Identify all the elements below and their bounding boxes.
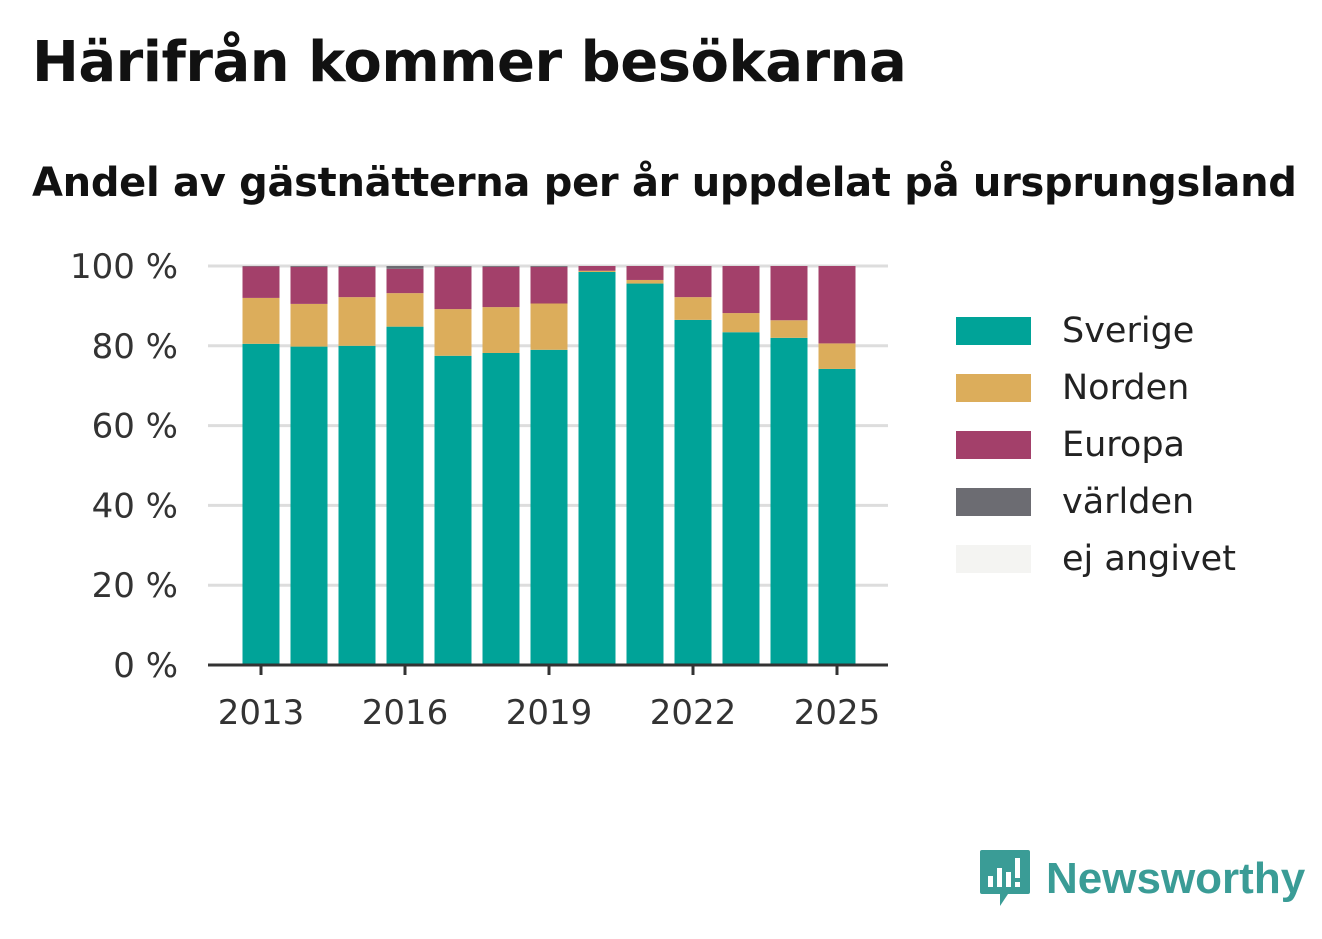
legend-swatch-ej-angivet xyxy=(956,544,1031,573)
legend-item-norden: Norden xyxy=(956,359,1236,416)
bar-Norden-2019 xyxy=(530,303,568,350)
bar-Europa-2019 xyxy=(530,266,568,304)
legend-item-ej-angivet: ej angivet xyxy=(956,530,1236,587)
bar-Norden-2014 xyxy=(290,303,328,347)
brand-name: Newsworthy xyxy=(1046,854,1306,903)
bars xyxy=(242,266,856,665)
y-tick-label: 100 % xyxy=(70,247,178,287)
chart-subtitle: Andel av gästnätterna per år uppdelat på… xyxy=(32,160,1297,206)
legend-swatch-norden xyxy=(956,373,1031,402)
x-tick-labels: 2013 2016 2019 2022 2025 xyxy=(218,693,881,733)
bar-Sverige-2014 xyxy=(290,346,328,665)
bar-Europa-2017 xyxy=(434,266,472,310)
bar-Sverige-2022 xyxy=(674,319,712,665)
bar-Norden-2018 xyxy=(482,307,520,353)
bar-Sverige-2018 xyxy=(482,352,520,665)
x-tick-label: 2025 xyxy=(794,693,881,733)
bar-Europa-2018 xyxy=(482,266,520,308)
legend-label: Europa xyxy=(1062,424,1185,465)
bar-Norden-2024 xyxy=(770,320,808,338)
bar-Europa-2022 xyxy=(674,266,712,298)
bar-Europa-2015 xyxy=(338,266,376,298)
bar-Sverige-2024 xyxy=(770,337,808,665)
bar-Norden-2022 xyxy=(674,297,712,320)
axes xyxy=(208,663,888,675)
bar-världen-2019 xyxy=(530,266,568,267)
legend-item-europa: Europa xyxy=(956,416,1236,473)
stacked-bar-chart: 0 % 20 % 40 % 60 % 80 % 100 % 2013 2016 2019 202… xyxy=(70,247,888,733)
bar-världen-2018 xyxy=(482,266,520,267)
legend-label: världen xyxy=(1062,481,1195,522)
bar-Norden-2016 xyxy=(386,293,424,327)
bar-Sverige-2017 xyxy=(434,355,472,665)
y-tick-label: 0 % xyxy=(113,646,178,686)
bar-Sverige-2021 xyxy=(626,283,664,665)
bar-Sverige-2025 xyxy=(818,368,856,665)
legend-label: Sverige xyxy=(1062,310,1195,351)
bar-världen-2015 xyxy=(338,266,376,267)
bar-Europa-2025 xyxy=(818,266,856,344)
y-tick-label: 40 % xyxy=(92,486,178,526)
legend-label: ej angivet xyxy=(1062,538,1236,579)
newsworthy-brand: Newsworthy xyxy=(978,848,1305,910)
bar-Sverige-2015 xyxy=(338,345,376,665)
x-tick-label: 2016 xyxy=(362,693,449,733)
bar-världen-2017 xyxy=(434,266,472,267)
bar-Norden-2020 xyxy=(578,270,616,272)
legend-swatch-sverige xyxy=(956,316,1031,345)
bar-Sverige-2019 xyxy=(530,349,568,665)
bar-Europa-2014 xyxy=(290,266,328,304)
y-tick-label: 60 % xyxy=(92,407,178,447)
bar-Europa-2024 xyxy=(770,266,808,321)
x-tick-label: 2022 xyxy=(650,693,737,733)
bar-Sverige-2023 xyxy=(722,332,760,665)
bar-Norden-2013 xyxy=(242,297,280,344)
bar-Europa-2023 xyxy=(722,266,760,314)
bar-Norden-2017 xyxy=(434,309,472,356)
bar-Sverige-2013 xyxy=(242,343,280,665)
bar-Norden-2021 xyxy=(626,279,664,284)
bar-Europa-2021 xyxy=(626,266,664,280)
bar-världen-2016 xyxy=(386,266,424,269)
legend-item-varlden: världen xyxy=(956,473,1236,530)
bar-Norden-2015 xyxy=(338,297,376,346)
bar-Norden-2025 xyxy=(818,343,856,369)
legend-item-sverige: Sverige xyxy=(956,302,1236,359)
y-tick-label: 80 % xyxy=(92,327,178,367)
legend-swatch-europa xyxy=(956,430,1031,459)
bar-världen-2014 xyxy=(290,266,328,267)
legend-swatch-varlden xyxy=(956,487,1031,516)
bar-Sverige-2020 xyxy=(578,271,616,665)
y-tick-label: 20 % xyxy=(92,566,178,606)
y-tick-labels: 0 % 20 % 40 % 60 % 80 % 100 % xyxy=(70,247,178,686)
bar-Norden-2023 xyxy=(722,313,760,333)
chart-title: Härifrån kommer besökarna xyxy=(32,30,907,95)
bar-Europa-2016 xyxy=(386,268,424,294)
bar-Europa-2013 xyxy=(242,266,280,298)
bar-Europa-2020 xyxy=(578,266,616,271)
x-tick-label: 2013 xyxy=(218,693,305,733)
x-tick-label: 2019 xyxy=(506,693,593,733)
bar-Sverige-2016 xyxy=(386,326,424,665)
newsworthy-logo-icon xyxy=(980,850,1030,906)
legend-label: Norden xyxy=(1062,367,1190,408)
legend: Sverige Norden Europa världen ej angivet xyxy=(956,302,1236,587)
